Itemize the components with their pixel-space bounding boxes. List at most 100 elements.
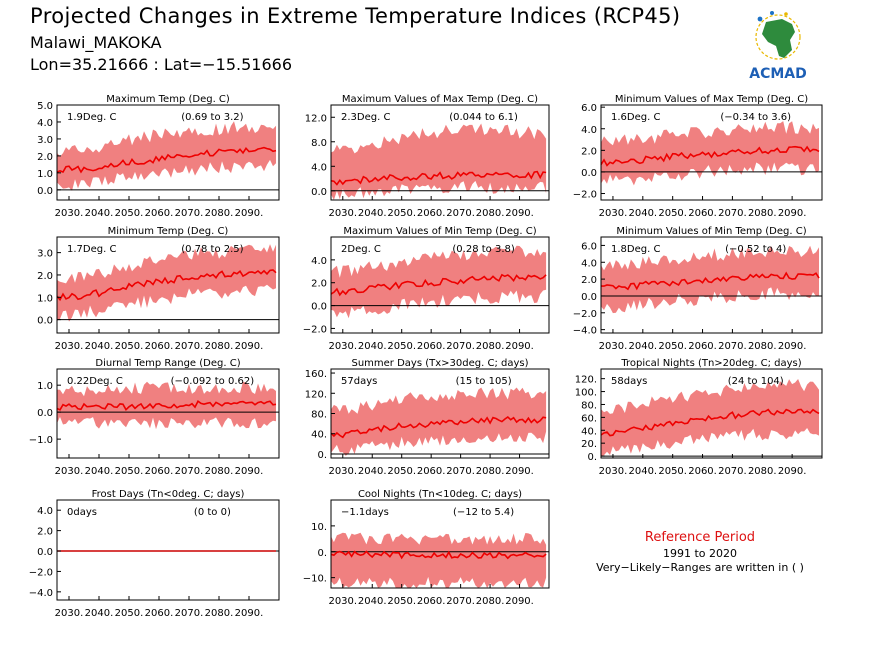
y-tick-label: 100. <box>575 388 597 399</box>
chart-title: Maximum Temp (Deg. C) <box>106 94 230 105</box>
x-tick-label: 2080. <box>205 208 234 219</box>
y-tick-label: 6.0 <box>581 241 597 252</box>
y-tick-label: −4.0 <box>29 588 53 599</box>
station-name: Malawi_MAKOKA <box>30 33 162 52</box>
chart-title: Summer Days (Tx>30deg. C; days) <box>351 358 528 369</box>
x-tick-label: 2030. <box>599 466 628 477</box>
likely-range-band <box>601 121 819 186</box>
median-line <box>600 145 820 167</box>
x-tick-label: 2050. <box>658 341 687 352</box>
chart-panel-6: −4.0 −2.0 0.0 2.0 4.0 6.0 2030. 2040. 2050. 2060.… <box>573 226 823 352</box>
y-tick-label: 10. <box>311 522 327 533</box>
chart-panel-3: −2.0 0.0 2.0 4.0 6.0 2030. 2040. 2050. 2060. 2070… <box>573 94 823 219</box>
reference-note: Very−Likely−Ranges are written in ( ) <box>596 561 804 574</box>
x-tick-label: 2060. <box>688 341 717 352</box>
median-line <box>330 170 547 186</box>
y-tick-label: 40. <box>311 430 327 441</box>
y-tick-label: 1.0 <box>37 381 53 392</box>
y-tick-label: 20. <box>581 439 597 450</box>
summary-value: 1.7Deg. C <box>67 244 116 255</box>
y-tick-label: −2.0 <box>573 190 597 201</box>
median-line <box>601 271 820 291</box>
likely-range-band <box>331 387 547 456</box>
x-tick-label: 2050. <box>387 208 416 219</box>
chart-title: Minimum Values of Min Temp (Deg. C) <box>616 226 806 237</box>
x-tick-label: 2060. <box>417 466 446 477</box>
logo-text: ACMAD <box>749 66 807 82</box>
x-tick-label: 2040. <box>85 608 114 619</box>
x-tick-label: 2030. <box>55 341 84 352</box>
y-tick-label: 2.0 <box>581 146 597 157</box>
x-tick-label: 2070. <box>446 466 475 477</box>
x-tick-label: 2040. <box>358 596 387 607</box>
x-tick-label: 2030. <box>55 466 84 477</box>
x-tick-label: 2040. <box>358 208 387 219</box>
x-tick-label: 2050. <box>387 466 416 477</box>
likely-range-band <box>57 244 276 322</box>
africa-map-logo <box>755 11 801 60</box>
x-tick-label: 2040. <box>628 208 657 219</box>
y-tick-label: 120. <box>575 375 597 386</box>
plot-frame <box>600 236 823 334</box>
y-tick-label: 80. <box>581 400 597 411</box>
x-tick-label: 2060. <box>417 208 446 219</box>
x-tick-label: 2070. <box>718 466 747 477</box>
summary-value: 58days <box>611 376 647 387</box>
likely-range-band <box>331 245 547 319</box>
y-tick-label: 6.0 <box>581 103 597 114</box>
x-tick-label: 2060. <box>145 208 174 219</box>
x-tick-label: 2080. <box>205 608 234 619</box>
chart-panel-9: 0. 20. 40. 60. 80.100. 120. 2030. 2040. 2050. 206… <box>575 358 823 477</box>
x-tick-label: 2040. <box>85 466 114 477</box>
y-tick-label: −4.0 <box>573 326 597 337</box>
x-tick-label: 2090. <box>235 466 264 477</box>
reference-box: Reference Period 1991 to 2020 Very−Likel… <box>580 530 820 574</box>
chart-title: Minimum Values of Max Temp (Deg. C) <box>615 94 808 105</box>
y-tick-label: 4.0 <box>581 125 597 136</box>
y-tick-label: 0. <box>317 548 327 559</box>
median-line <box>330 415 547 439</box>
median-line <box>330 550 547 560</box>
y-tick-label: 160. <box>305 369 327 380</box>
x-tick-label: 2080. <box>476 596 505 607</box>
x-tick-label: 2060. <box>417 341 446 352</box>
x-tick-label: 2050. <box>115 208 144 219</box>
likely-range-band <box>331 532 547 588</box>
y-tick-label: 1.0 <box>37 169 53 180</box>
x-tick-label: 2080. <box>476 208 505 219</box>
x-tick-label: 2090. <box>505 208 534 219</box>
x-tick-label: 2070. <box>718 208 747 219</box>
x-tick-label: 2080. <box>205 466 234 477</box>
x-tick-label: 2050. <box>115 608 144 619</box>
x-tick-label: 2070. <box>175 608 204 619</box>
x-tick-label: 2070. <box>175 341 204 352</box>
likely-range-value: (24 to 104) <box>728 376 784 387</box>
x-tick-label: 2070. <box>446 596 475 607</box>
likely-range-value: (−12 to 5.4) <box>453 507 514 518</box>
x-tick-label: 2080. <box>476 341 505 352</box>
x-tick-label: 2030. <box>328 341 357 352</box>
x-tick-label: 2030. <box>328 596 357 607</box>
y-tick-label: 120. <box>305 389 327 400</box>
plot-frame <box>330 104 550 201</box>
reference-years: 1991 to 2020 <box>662 547 738 560</box>
x-tick-label: 2090. <box>505 341 534 352</box>
x-tick-label: 2050. <box>387 341 416 352</box>
chart-panel-10: −4.0 −2.0 0.0 2.0 4.0 2030. 2040. 2050. 2060. 207… <box>29 489 280 619</box>
acmad-logo: ACMAD <box>749 11 807 82</box>
y-tick-label: −2.0 <box>573 309 597 320</box>
x-tick-label: 2060. <box>145 466 174 477</box>
y-tick-label: 0.0 <box>311 302 327 313</box>
chart-title: Frost Days (Tn<0deg. C; days) <box>92 489 245 500</box>
likely-range-band <box>57 381 276 430</box>
x-tick-label: 2040. <box>85 341 114 352</box>
median-line <box>56 399 277 411</box>
chart-title: Minimum Temp (Deg. C) <box>108 226 229 237</box>
x-tick-label: 2030. <box>599 208 628 219</box>
y-tick-label: 2.0 <box>581 275 597 286</box>
y-tick-label: 2.0 <box>37 271 53 282</box>
y-tick-label: −2.0 <box>29 567 53 578</box>
x-tick-label: 2070. <box>175 208 204 219</box>
x-tick-label: 2090. <box>505 466 534 477</box>
